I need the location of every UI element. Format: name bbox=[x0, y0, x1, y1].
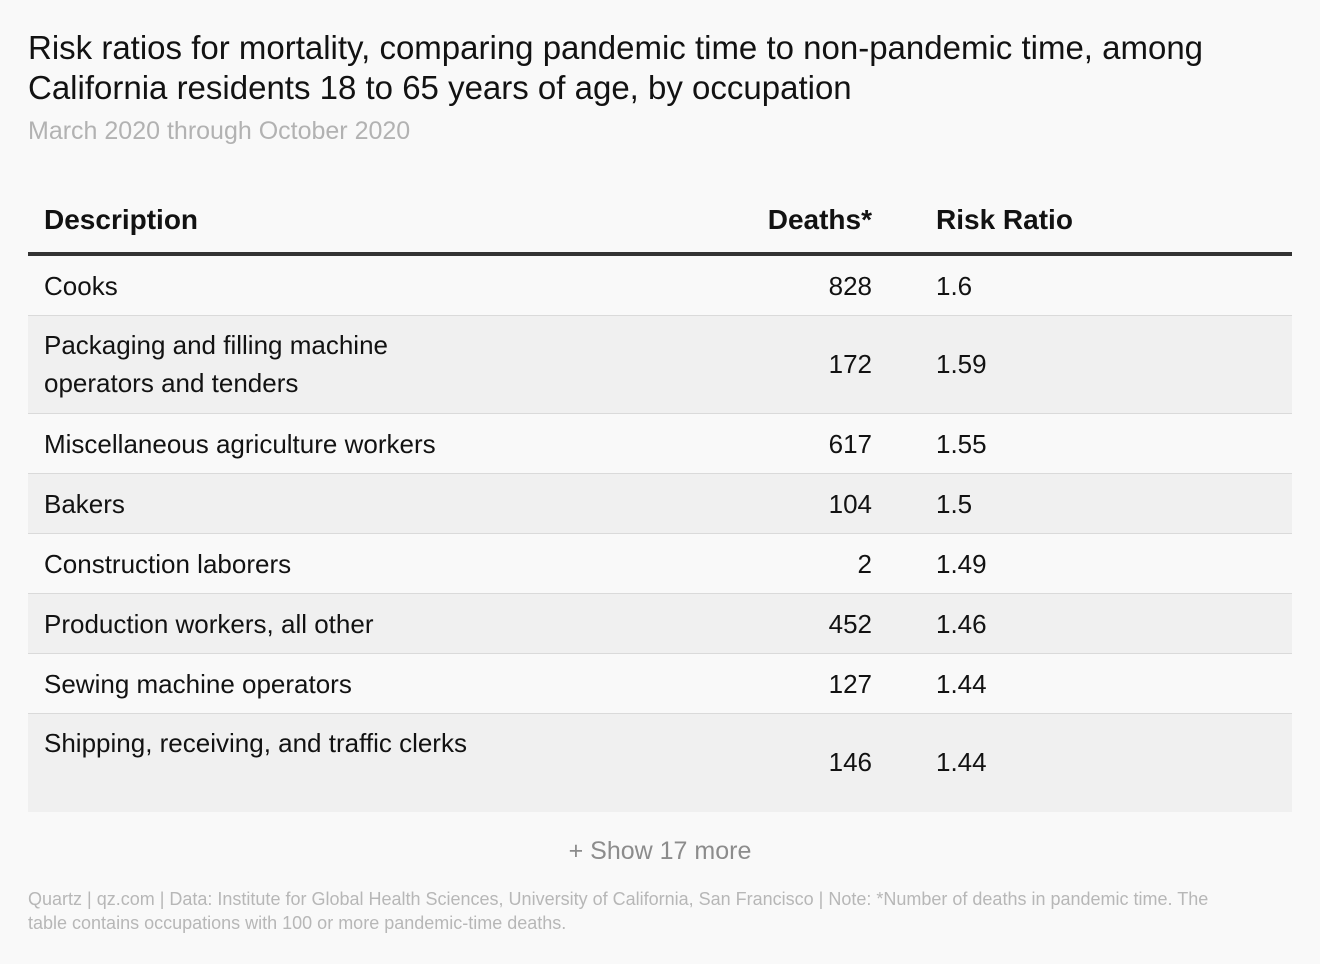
cell-risk-ratio: 1.6 bbox=[936, 271, 973, 301]
table-row: Packaging and filling machine operators … bbox=[28, 316, 1292, 414]
show-more-button[interactable]: + Show 17 more bbox=[568, 837, 752, 865]
cell-deaths: 146 bbox=[828, 747, 872, 777]
cell-description: Production workers, all other bbox=[44, 609, 374, 639]
column-header-description[interactable]: Description bbox=[44, 204, 199, 235]
cell-description: Packaging and filling machine operators … bbox=[44, 330, 388, 398]
chart-subtitle: March 2020 through October 2020 bbox=[28, 117, 411, 145]
table-row: Shipping, receiving, and traffic clerks … bbox=[28, 714, 1292, 812]
cell-description: Miscellaneous agriculture workers bbox=[44, 429, 436, 459]
table-row: Sewing machine operators 127 1.44 bbox=[28, 654, 1292, 714]
table-row: Bakers 104 1.5 bbox=[28, 474, 1292, 534]
cell-deaths: 452 bbox=[828, 609, 872, 639]
cell-risk-ratio: 1.46 bbox=[936, 609, 987, 639]
cell-description: Shipping, receiving, and traffic clerks bbox=[44, 728, 467, 758]
table-row: Construction laborers 2 1.49 bbox=[28, 534, 1292, 594]
cell-deaths: 127 bbox=[828, 669, 872, 699]
cell-risk-ratio: 1.44 bbox=[936, 747, 987, 777]
cell-deaths: 172 bbox=[828, 349, 872, 379]
chart-title: Risk ratios for mortality, comparing pan… bbox=[28, 29, 1204, 106]
table-row: Production workers, all other 452 1.46 bbox=[28, 594, 1292, 654]
cell-description: Cooks bbox=[44, 271, 118, 301]
column-header-risk-ratio[interactable]: Risk Ratio bbox=[936, 204, 1073, 235]
cell-risk-ratio: 1.5 bbox=[936, 489, 973, 519]
cell-deaths: 617 bbox=[828, 429, 872, 459]
cell-risk-ratio: 1.55 bbox=[936, 429, 987, 459]
cell-deaths: 828 bbox=[828, 271, 872, 301]
cell-risk-ratio: 1.49 bbox=[936, 549, 987, 579]
data-table: Description Deaths* Risk Ratio Cooks 828… bbox=[28, 188, 1292, 812]
cell-risk-ratio: 1.59 bbox=[936, 349, 987, 379]
cell-description: Bakers bbox=[44, 489, 125, 519]
column-header-deaths[interactable]: Deaths* bbox=[767, 204, 872, 235]
source-note: Quartz | qz.com | Data: Institute for Gl… bbox=[28, 889, 1209, 933]
cell-description: Sewing machine operators bbox=[44, 669, 352, 699]
table-header: Description Deaths* Risk Ratio bbox=[28, 188, 1292, 256]
table-row: Miscellaneous agriculture workers 617 1.… bbox=[28, 414, 1292, 474]
table-row: Cooks 828 1.6 bbox=[28, 256, 1292, 316]
cell-description: Construction laborers bbox=[44, 549, 292, 579]
cell-deaths: 104 bbox=[828, 489, 872, 519]
cell-risk-ratio: 1.44 bbox=[936, 669, 987, 699]
cell-deaths: 2 bbox=[857, 549, 872, 579]
